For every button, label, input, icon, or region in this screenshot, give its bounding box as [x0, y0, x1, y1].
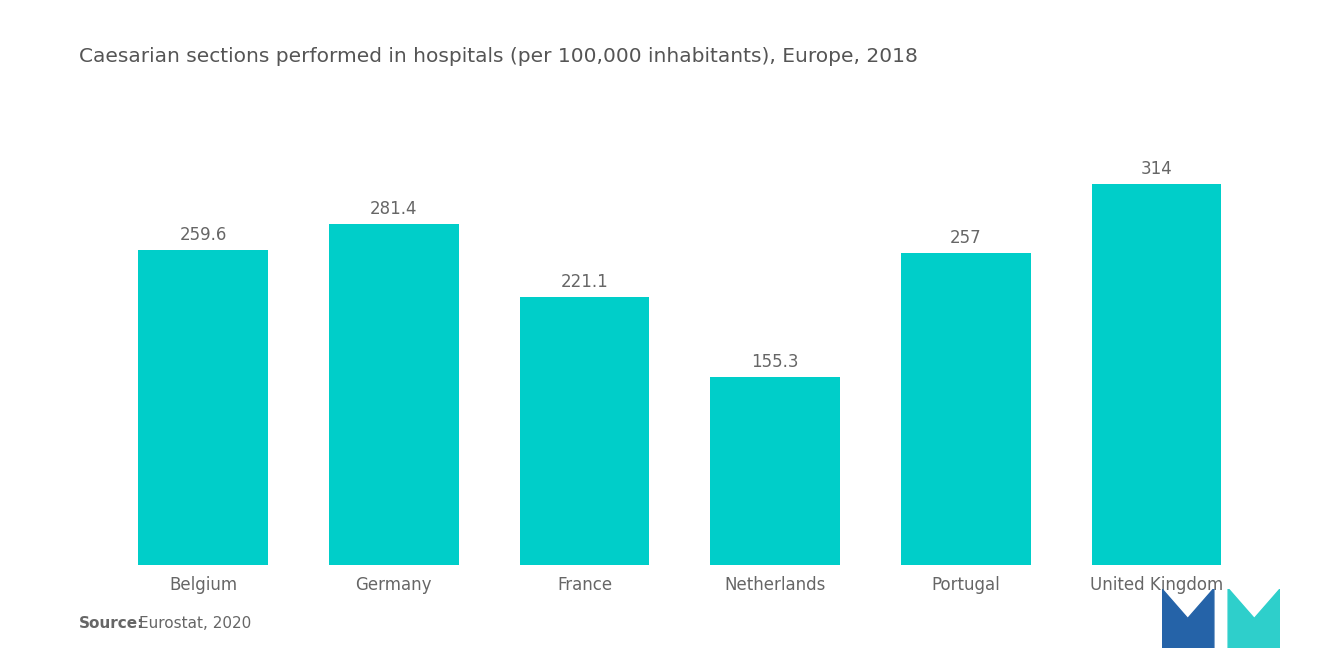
Polygon shape	[1228, 589, 1280, 648]
Text: Eurostat, 2020: Eurostat, 2020	[139, 616, 251, 632]
Text: Source:: Source:	[79, 616, 145, 632]
Text: 259.6: 259.6	[180, 226, 227, 244]
Bar	[902, 253, 1031, 565]
Text: 281.4: 281.4	[370, 200, 417, 217]
Text: 314: 314	[1140, 160, 1172, 178]
Bar	[329, 223, 458, 565]
Text: 257: 257	[950, 229, 982, 247]
Text: Caesarian sections performed in hospitals (per 100,000 inhabitants), Europe, 201: Caesarian sections performed in hospital…	[79, 47, 919, 66]
Text: 221.1: 221.1	[561, 273, 609, 291]
Bar	[520, 297, 649, 565]
Bar	[139, 250, 268, 565]
Bar	[710, 377, 840, 565]
Polygon shape	[1162, 589, 1214, 648]
Text: 155.3: 155.3	[751, 352, 799, 370]
Bar	[1092, 184, 1221, 565]
